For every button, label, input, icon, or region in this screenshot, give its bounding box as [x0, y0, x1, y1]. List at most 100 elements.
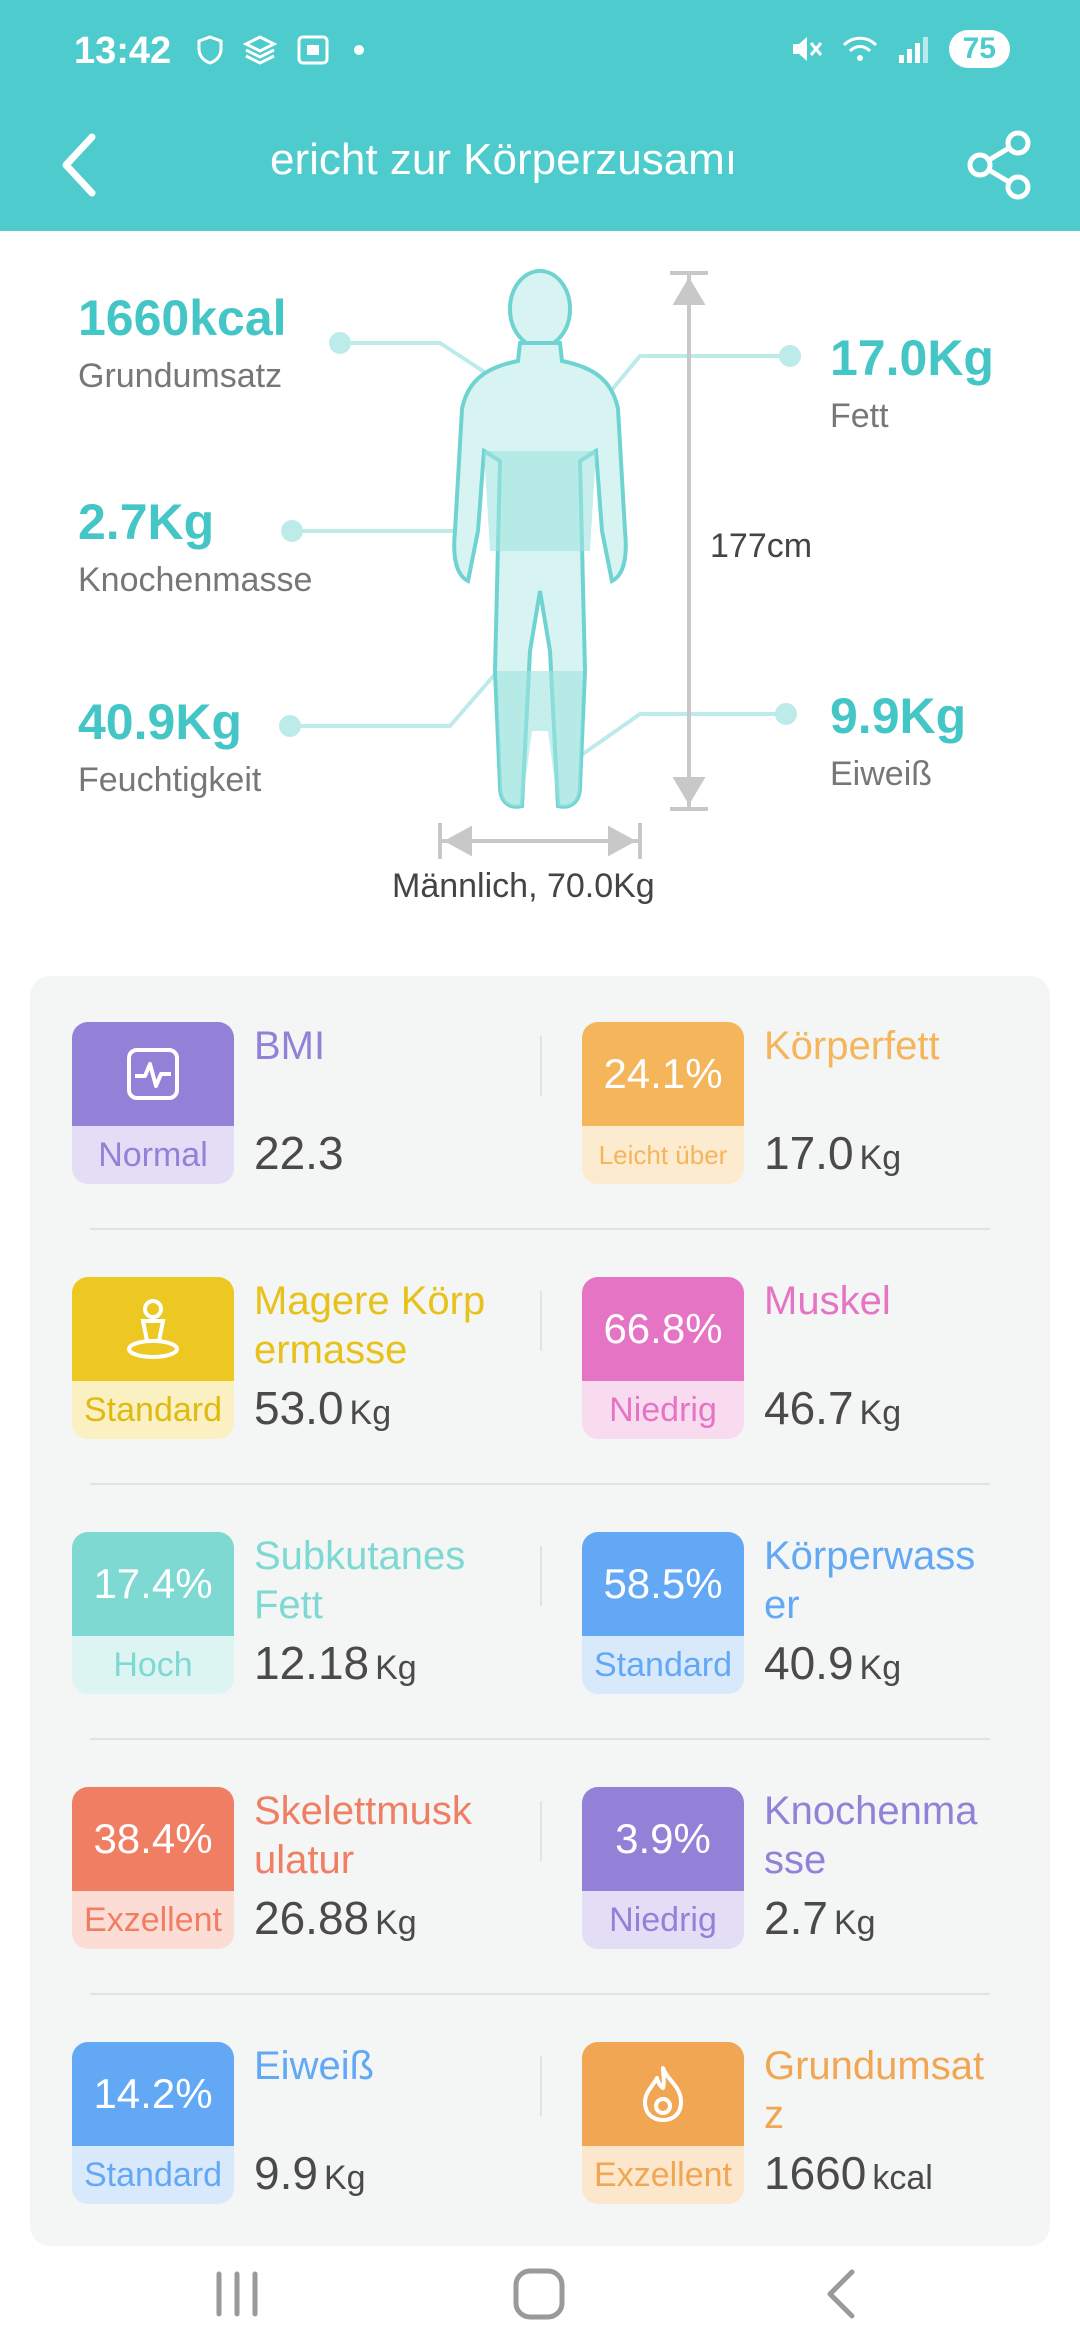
column-divider	[540, 1036, 542, 1096]
overview-bone-label: Knochenmasse	[78, 561, 313, 599]
metric-unit: kcal	[872, 2159, 933, 2197]
metric-name: Knochenma sse	[764, 1789, 978, 1882]
overview-moisture-value: 40.9Kg	[78, 694, 242, 750]
overview-bmr-label: Grundumsatz	[78, 357, 283, 395]
metric-name: Eiweiß	[254, 2044, 375, 2088]
metric-value: 26.88	[254, 1892, 370, 1944]
recent-apps-icon[interactable]	[207, 2264, 267, 2324]
metric-tile: Standard	[72, 1277, 234, 1439]
metrics-card: Normal BMI 22.3 24.1% Leicht über Körper…	[30, 976, 1050, 2246]
metric-badge: 66.8%	[582, 1277, 744, 1381]
signal-icon	[898, 37, 928, 63]
metric-status: Hoch	[72, 1636, 234, 1694]
metric-unit: Kg	[833, 1904, 876, 1942]
metric-value: 46.7	[764, 1382, 854, 1434]
metric-unit: Kg	[323, 2159, 366, 2197]
metric-tile: 66.8% Niedrig	[582, 1277, 744, 1439]
metric-value: 22.3	[254, 1127, 344, 1179]
status-time: 13:42	[74, 30, 172, 72]
overview-fat-value: 17.0Kg	[830, 330, 994, 386]
metric-status: Exzellent	[72, 1891, 234, 1949]
metric-unit: Kg	[349, 1394, 392, 1432]
metric-value: 53.0	[254, 1382, 344, 1434]
status-icons-left	[196, 34, 364, 66]
metric-tile: 58.5% Standard	[582, 1532, 744, 1694]
status-bar: 13:42 75	[0, 0, 1080, 105]
metric-badge: 14.2%	[72, 2042, 234, 2146]
metric-value: 40.9	[764, 1637, 854, 1689]
metric-value: 12.18	[254, 1637, 370, 1689]
metric-unit: Kg	[375, 1904, 417, 1942]
metric-unit: Kg	[859, 1139, 902, 1177]
system-nav-bar	[0, 2250, 1080, 2340]
notification-dot-icon	[354, 45, 364, 55]
metric-badge: 38.4%	[72, 1787, 234, 1891]
column-divider	[540, 1546, 542, 1606]
shield-icon	[197, 35, 223, 65]
metric-tile: 17.4% Hoch	[72, 1532, 234, 1694]
back-arrow-icon[interactable]	[52, 125, 132, 205]
overview-fat-label: Fett	[830, 397, 889, 435]
metric-status: Standard	[72, 2146, 234, 2204]
metric-tile: 38.4% Exzellent	[72, 1787, 234, 1949]
metric-tile: Normal	[72, 1022, 234, 1184]
overview-bone-value: 2.7Kg	[78, 494, 215, 550]
row-divider	[90, 1228, 990, 1230]
metric-name: BMI	[254, 1024, 326, 1068]
metric-status: Niedrig	[582, 1891, 744, 1949]
metric-status: Exzellent	[582, 2146, 744, 2204]
metric-unit: Kg	[859, 1649, 902, 1687]
mute-icon	[792, 37, 822, 61]
metric-status: Standard	[582, 1636, 744, 1694]
column-divider	[540, 1291, 542, 1351]
metric-name: Körperfett	[764, 1024, 940, 1068]
flame-icon	[643, 2066, 683, 2122]
metric-status: Leicht über	[582, 1126, 744, 1184]
metric-unit: Kg	[859, 1394, 902, 1432]
row-divider	[90, 1738, 990, 1740]
overview-protein-label: Eiweiß	[830, 755, 933, 793]
screenshot-icon	[297, 35, 329, 65]
person-icon	[127, 1299, 179, 1359]
metric-status: Niedrig	[582, 1381, 744, 1439]
page-title: ericht zur Körperzusamı	[270, 135, 738, 184]
back-nav-icon[interactable]	[812, 2264, 872, 2324]
metric-value: 17.0	[764, 1127, 854, 1179]
home-icon[interactable]	[509, 2264, 569, 2324]
metric-status: Normal	[72, 1126, 234, 1184]
overview-moisture-label: Feuchtigkeit	[78, 761, 262, 799]
battery-level: 75	[948, 30, 1010, 68]
metric-status: Standard	[72, 1381, 234, 1439]
row-divider	[90, 1993, 990, 1995]
metric-badge: 3.9%	[582, 1787, 744, 1891]
heartbeat-icon	[127, 1048, 179, 1100]
share-icon[interactable]	[960, 125, 1040, 205]
height-label: 177cm	[710, 527, 813, 565]
layers-icon	[242, 35, 278, 65]
metric-value: 1660	[764, 2147, 867, 2199]
metric-unit: Kg	[375, 1649, 417, 1687]
column-divider	[540, 2056, 542, 2116]
overview-protein-value: 9.9Kg	[830, 688, 967, 744]
column-divider	[540, 1801, 542, 1861]
wifi-icon	[842, 36, 877, 61]
body-figure-illustration	[279, 269, 801, 859]
metric-name: Grundumsat z	[764, 2044, 985, 2137]
metric-badge: 24.1%	[582, 1022, 744, 1126]
metric-badge: 17.4%	[72, 1532, 234, 1636]
metric-badge: 58.5%	[582, 1532, 744, 1636]
overview-bmr-value: 1660kcal	[78, 290, 287, 346]
metric-name: Skelettmusk ulatur	[254, 1789, 472, 1882]
gender-weight-label: Männlich, 70.0Kg	[392, 867, 655, 905]
metric-value: 2.7	[764, 1892, 828, 1944]
metric-tile: 24.1% Leicht über	[582, 1022, 744, 1184]
metric-value: 9.9	[254, 2147, 318, 2199]
body-overview: 1660kcal Grundumsatz 2.7Kg Knochenmasse …	[0, 231, 1080, 951]
metric-name: Magere Körp ermasse	[254, 1279, 486, 1372]
status-icons-right: 75	[789, 30, 1010, 68]
metric-name: Subkutanes Fett	[254, 1534, 466, 1627]
metric-name: Körperwass er	[764, 1534, 976, 1627]
app-bar: ericht zur Körperzusamı	[0, 105, 1080, 231]
metric-tile: 3.9% Niedrig	[582, 1787, 744, 1949]
metric-tile: 14.2% Standard	[72, 2042, 234, 2204]
